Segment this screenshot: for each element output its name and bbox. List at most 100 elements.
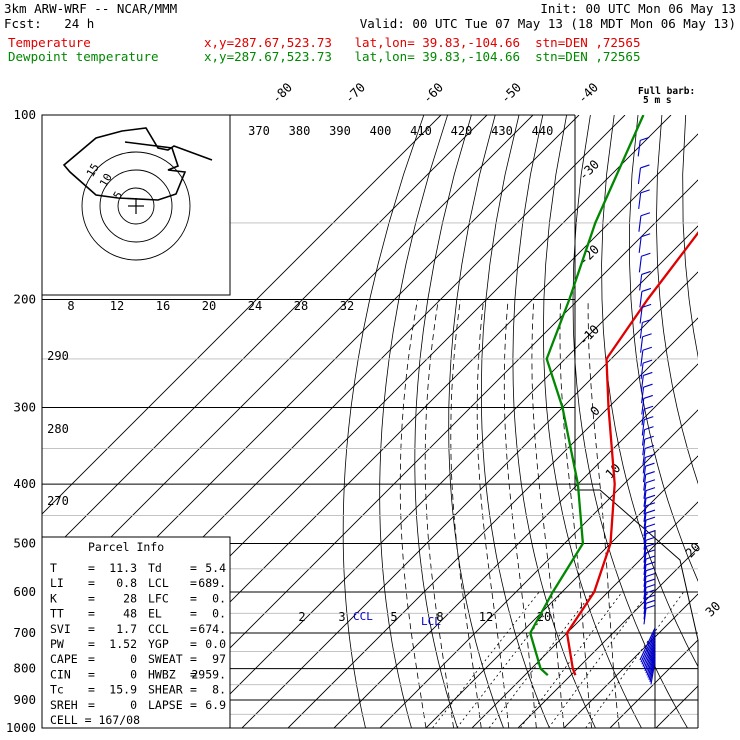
parcel-value: 0 bbox=[130, 698, 137, 712]
wind-barb bbox=[643, 512, 647, 530]
wind-barb-feather bbox=[640, 233, 651, 238]
parcel-label: LFC bbox=[148, 591, 169, 605]
wind-barb bbox=[643, 520, 647, 537]
wind-barb bbox=[641, 429, 646, 446]
isotherm-label--40: -40 bbox=[575, 80, 602, 107]
wind-barb-feather bbox=[641, 270, 651, 275]
wind-barb bbox=[643, 546, 647, 563]
pressure-label-400: 400 bbox=[13, 476, 36, 491]
pressure-label-1000: 1000 bbox=[6, 720, 36, 735]
parcel-label: CIN bbox=[50, 667, 71, 681]
mixing-ratio-label-8: 8 bbox=[436, 610, 443, 624]
wind-barb bbox=[642, 457, 646, 474]
parcel-label: PW bbox=[50, 637, 64, 651]
moist-adiabat-line bbox=[399, 299, 427, 728]
wind-barb-feather bbox=[645, 589, 656, 594]
wind-barb bbox=[643, 505, 647, 522]
parcel-equals: = bbox=[190, 576, 197, 590]
parcel-value: 0.0 bbox=[205, 637, 226, 651]
parcel-value: 674. bbox=[198, 622, 226, 636]
hodograph-speed-label-16: 16 bbox=[156, 299, 170, 313]
mixing-ratio-label-3: 3 bbox=[338, 610, 345, 624]
parcel-value: 0 bbox=[130, 667, 137, 681]
parcel-value: 48 bbox=[123, 607, 137, 621]
parcel-value: 0. bbox=[212, 607, 226, 621]
parcel-equals: = bbox=[88, 698, 95, 712]
parcel-equals: = bbox=[88, 591, 95, 605]
wind-barb bbox=[643, 482, 647, 499]
parcel-label: LI bbox=[50, 576, 64, 590]
isotherm-label-20: 20 bbox=[682, 539, 703, 560]
wind-barb-feather bbox=[645, 471, 655, 476]
isotherm-line bbox=[425, 455, 698, 728]
isotherm-line bbox=[471, 501, 698, 728]
hodograph-ring bbox=[99, 169, 173, 243]
wind-barb bbox=[643, 474, 647, 491]
wind-barb-feather bbox=[642, 333, 652, 338]
wind-barb bbox=[640, 363, 644, 380]
wind-barb-feather bbox=[643, 371, 653, 376]
pressure-label-600: 600 bbox=[13, 584, 36, 599]
dry-adiabat-line bbox=[542, 115, 642, 728]
isotherm-line bbox=[655, 685, 698, 728]
parcel-label: SWEAT bbox=[148, 652, 183, 666]
wind-barb-low-level bbox=[649, 657, 656, 683]
wind-barb-low-level bbox=[648, 654, 656, 680]
hodograph-ring bbox=[81, 151, 191, 261]
pressure-label-800: 800 bbox=[13, 661, 36, 676]
moist-adiabat-line bbox=[424, 299, 454, 728]
wind-barb-feather bbox=[642, 318, 652, 323]
dry-adiabat-line bbox=[379, 115, 448, 728]
wind-barb bbox=[637, 167, 641, 185]
parcel-label: SREH bbox=[50, 698, 78, 712]
parcel-label: SVI bbox=[50, 622, 71, 636]
wind-barb-feather bbox=[645, 555, 656, 560]
wind-barb bbox=[643, 587, 647, 604]
wind-barb bbox=[638, 192, 642, 209]
theta-e-label-420: 420 bbox=[451, 124, 473, 138]
wind-barbs bbox=[637, 136, 656, 685]
wind-barb bbox=[643, 564, 647, 582]
valid-time: Valid: 00 UTC Tue 07 May 13 (18 MDT Mon … bbox=[359, 16, 736, 31]
wind-barb-feather bbox=[645, 549, 656, 554]
parcel-value: 0.8 bbox=[116, 576, 137, 590]
wind-barb bbox=[639, 274, 643, 291]
parcel-label: EL bbox=[148, 607, 162, 621]
wind-barb-feather bbox=[645, 599, 656, 604]
wind-barb-feather bbox=[645, 594, 656, 599]
parcel-equals: = bbox=[190, 667, 197, 681]
parcel-equals: = bbox=[88, 667, 95, 681]
theta-label-270: 270 bbox=[47, 494, 69, 508]
wind-barb-feather bbox=[645, 543, 656, 548]
wind-barb bbox=[643, 498, 647, 515]
parcel-label: LAPSE bbox=[148, 698, 183, 712]
wind-barb-feather bbox=[645, 487, 656, 492]
moist-adiabat-line bbox=[531, 299, 565, 728]
isotherm-label-30: 30 bbox=[702, 598, 723, 619]
parcel-equals: = bbox=[88, 622, 95, 636]
isotherm-label--60: -60 bbox=[420, 80, 447, 107]
dewpoint-trace bbox=[529, 115, 645, 677]
parcel-cell: CELL = 167/08 bbox=[50, 713, 140, 727]
moist-adiabat-line bbox=[503, 299, 537, 728]
parcel-value: 5.4 bbox=[205, 561, 226, 575]
parcel-value: 1.52 bbox=[109, 637, 137, 651]
parcel-equals: = bbox=[88, 561, 95, 575]
moist-adiabat-line bbox=[476, 299, 510, 728]
ccl-marker: CCL bbox=[353, 610, 373, 623]
theta-label-290: 290 bbox=[47, 349, 69, 363]
temperature-info: x,y=287.67,523.73 lat,lon= 39.83,-104.66… bbox=[204, 35, 641, 50]
parcel-equals: = bbox=[88, 607, 95, 621]
dewpoint-legend: Dewpoint temperature bbox=[8, 49, 159, 64]
isotherm-line bbox=[563, 593, 698, 728]
parcel-value: 689. bbox=[198, 576, 226, 590]
init-time: Init: 00 UTC Mon 06 May 13 bbox=[540, 1, 736, 16]
isotherm-line bbox=[149, 179, 698, 728]
wind-barb bbox=[639, 291, 643, 308]
parcel-label: LCL bbox=[148, 576, 169, 590]
wind-barb-low-level bbox=[650, 660, 656, 685]
wind-barb-low-level bbox=[643, 639, 656, 670]
parcel-value: 11.3 bbox=[109, 561, 137, 575]
